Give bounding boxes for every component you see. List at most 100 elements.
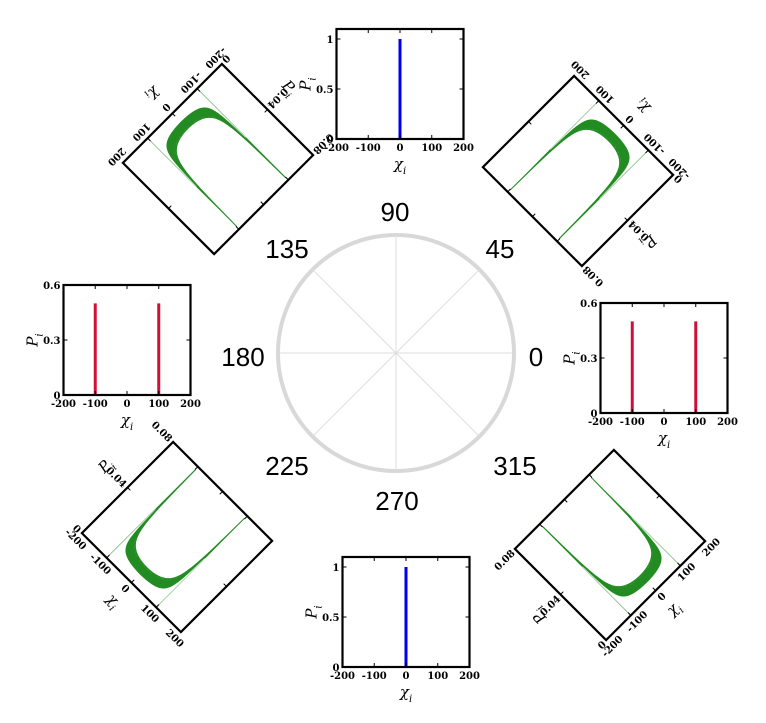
x-tick-mark <box>172 113 176 117</box>
distribution-line <box>175 116 287 228</box>
plot-frame <box>513 448 707 642</box>
x-tick-mark <box>588 474 593 478</box>
y-tick-mark <box>560 591 564 595</box>
x-axis-label: χi <box>657 429 670 451</box>
x-tick-mark <box>244 515 248 520</box>
x-tick-label: 100 <box>427 671 448 682</box>
y-tick-mark <box>578 262 583 267</box>
x-tick-mark <box>507 188 511 193</box>
y-axis-label: Pi <box>24 333 46 347</box>
y-axis-label: Pi <box>297 77 319 91</box>
angle-label-315: 315 <box>493 451 536 481</box>
y-tick-mark <box>223 583 227 587</box>
x-tick-label: -100 <box>83 399 108 410</box>
x-tick-mark <box>581 262 586 267</box>
y-tick-mark <box>573 75 578 80</box>
angle-label-45: 45 <box>486 234 515 264</box>
x-tick-label: 100 <box>421 143 442 154</box>
x-tick-label: 100 <box>148 399 169 410</box>
y-tick-mark <box>669 171 674 176</box>
y-tick-mark <box>81 532 86 537</box>
x-tick-mark <box>570 75 575 80</box>
x-tick-label: -200 <box>51 399 76 410</box>
panel-180: -200 -100 0 100 200 0 0.3 0.6 χi Pi <box>24 281 201 433</box>
x-tick-label: 200 <box>180 399 201 410</box>
x-tick-label: 0 <box>397 143 404 154</box>
y-tick-label: 0.08 <box>493 548 518 573</box>
x-tick-label: -200 <box>324 143 349 154</box>
x-tick-mark <box>532 213 536 217</box>
y-tick-mark <box>172 441 177 446</box>
angle-label-135: 135 <box>265 234 308 264</box>
x-tick-label: 0 <box>403 671 410 682</box>
x-tick-label: -100 <box>362 671 387 682</box>
x-tick-label: 200 <box>453 143 474 154</box>
x-tick-label: 0 <box>661 417 668 428</box>
y-tick-label: 0.08 <box>149 420 174 445</box>
y-tick-mark <box>309 154 314 159</box>
y-tick-label: 0 <box>327 135 334 146</box>
x-tick-mark <box>155 604 160 608</box>
x-tick-mark <box>219 491 223 495</box>
x-tick-mark <box>260 201 264 205</box>
x-tick-mark <box>194 466 199 470</box>
x-tick-label: -200 <box>330 671 355 682</box>
panel-270: -200 -100 0 100 200 0 0.5 1 χi Pi <box>303 555 480 705</box>
x-tick-mark <box>556 238 561 242</box>
x-tick-mark <box>106 554 110 559</box>
y-tick-label: 0.5 <box>316 85 333 96</box>
x-axis-label: χi <box>393 155 406 177</box>
x-tick-label: 100 <box>685 417 706 428</box>
x-tick-mark <box>602 636 607 641</box>
x-tick-mark <box>196 88 201 92</box>
x-axis-label: χi <box>120 411 133 433</box>
plot-frame <box>481 74 675 268</box>
plot-frame <box>62 283 192 397</box>
y-tick-mark <box>610 449 615 454</box>
x-tick-mark <box>620 125 624 129</box>
x-tick-mark <box>309 151 314 156</box>
y-tick-mark <box>514 545 519 550</box>
y-tick-label: 0.5 <box>322 613 339 624</box>
distribution-interior <box>147 88 246 187</box>
y-tick-mark <box>656 495 660 499</box>
y-tick-mark <box>218 63 223 68</box>
plot-frame <box>599 301 729 415</box>
x-tick-mark <box>81 529 86 534</box>
angle-label-90: 90 <box>381 197 410 227</box>
distribution-line <box>509 128 621 240</box>
x-tick-mark <box>180 628 185 633</box>
x-axis-label: χi <box>399 683 412 705</box>
y-tick-mark <box>268 537 273 542</box>
x-tick-mark <box>210 250 215 255</box>
distribution-line <box>134 468 246 580</box>
x-tick-mark <box>221 63 226 68</box>
y-tick-label: 0.3 <box>43 336 60 347</box>
distribution-interior <box>106 509 205 608</box>
x-tick-mark <box>514 548 519 553</box>
x-tick-mark <box>131 579 135 583</box>
x-tick-mark <box>627 612 632 616</box>
x-tick-label: 200 <box>459 671 480 682</box>
y-tick-mark <box>624 217 628 221</box>
angle-label-270: 270 <box>375 486 418 516</box>
distribution-interior <box>550 100 649 199</box>
y-axis-label: Pi <box>303 605 325 619</box>
x-tick-mark <box>268 540 273 545</box>
x-tick-mark <box>677 562 681 567</box>
x-tick-mark <box>147 137 151 142</box>
y-tick-mark <box>482 166 487 171</box>
panels: -200 -100 0 100 20000.30.6χiPi-200-100010020… <box>24 27 738 705</box>
x-tick-label: 0 <box>124 399 131 410</box>
spoke-line <box>312 269 480 437</box>
y-axis-label: Pi <box>561 351 583 365</box>
y-tick-label: 0 <box>54 391 61 402</box>
y-tick-mark <box>701 540 706 545</box>
x-tick-mark <box>539 523 543 528</box>
y-tick-mark <box>127 487 131 491</box>
y-tick-label: 0 <box>591 409 598 420</box>
panel-90: -200 -100 0 100 200 0 0.5 1 χi Pi <box>297 27 474 177</box>
y-tick-label: 1 <box>327 35 334 46</box>
